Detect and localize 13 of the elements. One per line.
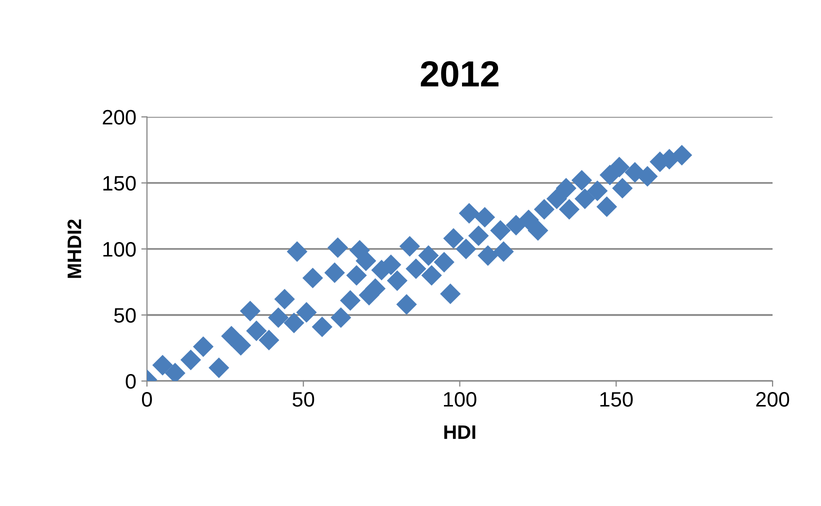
x-tick-label: 0 <box>142 392 152 407</box>
x-tick-label: 100 <box>444 392 476 407</box>
chart-title: 2012 <box>420 61 498 87</box>
y-tick-label: 0 <box>126 374 136 389</box>
y-tick-label: 200 <box>102 110 136 125</box>
y-tick-label: 150 <box>103 176 136 191</box>
x-tick-label: 50 <box>292 392 314 407</box>
x-tick-label: 200 <box>756 392 790 407</box>
y-tick-label: 100 <box>103 242 136 257</box>
y-tick-label: 50 <box>114 308 136 323</box>
x-axis-title: HDI <box>444 425 476 439</box>
x-tick-label: 150 <box>600 392 633 407</box>
y-axis-title: MHDI2 <box>68 219 82 278</box>
